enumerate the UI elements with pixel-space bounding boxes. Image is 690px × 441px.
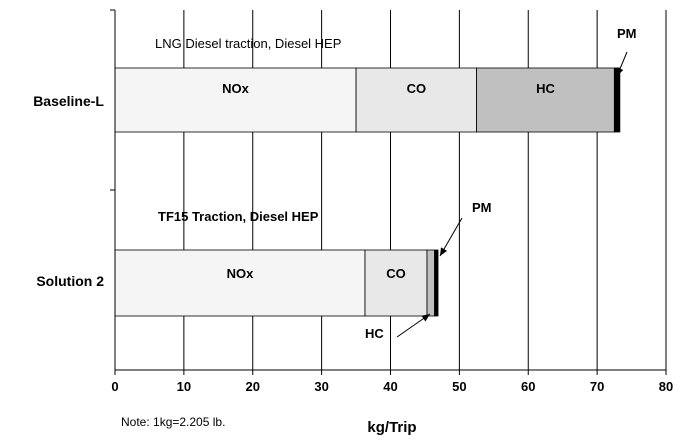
segment-label-pm: PM [617,26,637,41]
x-axis-label: kg/Trip [367,419,416,436]
x-tick-label: 10 [177,379,191,394]
pm-arrowhead [440,247,448,256]
segment-label-nox: NOx [227,266,255,281]
bar-segment-pm [434,249,439,317]
bar-caption: LNG Diesel traction, Diesel HEP [155,36,341,51]
bar-caption: TF15 Traction, Diesel HEP [158,209,319,224]
x-tick-label: 30 [314,379,328,394]
segment-label-nox: NOx [222,81,250,96]
bar-segment-pm [613,67,621,133]
hc-arrowhead [421,314,430,322]
x-tick-label: 20 [246,379,260,394]
bar-segment-co [364,249,428,317]
conversion-note: Note: 1kg=2.205 lb. [121,415,225,429]
x-tick-label: 70 [590,379,604,394]
bars [114,67,621,317]
pm-arrowhead [616,67,624,76]
y-category-label: Baseline-L [33,93,104,109]
segment-label-co: CO [386,266,406,281]
axes: 0 10 20 30 40 50 60 70 80 Baseline-L Solution 2 [33,9,673,394]
bar-segment-hc [426,249,435,317]
segment-label-co: CO [407,81,427,96]
bar-segment-nox [114,249,366,317]
x-tick-label: 0 [111,379,118,394]
x-tick-label: 80 [659,379,673,394]
bar-segment-nox [114,67,357,133]
bar-labels: LNG Diesel traction, Diesel HEP NOx CO HC PM… [155,26,637,341]
bar-segment-hc [476,67,615,133]
x-tick-label: 60 [521,379,535,394]
segment-label-pm: PM [472,200,492,215]
x-tick-label: 50 [452,379,466,394]
segment-label-hc: HC [536,81,555,96]
x-tick-label: 40 [383,379,397,394]
y-category-label: Solution 2 [36,273,104,289]
bar-segment-co [355,67,477,133]
segment-label-hc: HC [365,326,384,341]
